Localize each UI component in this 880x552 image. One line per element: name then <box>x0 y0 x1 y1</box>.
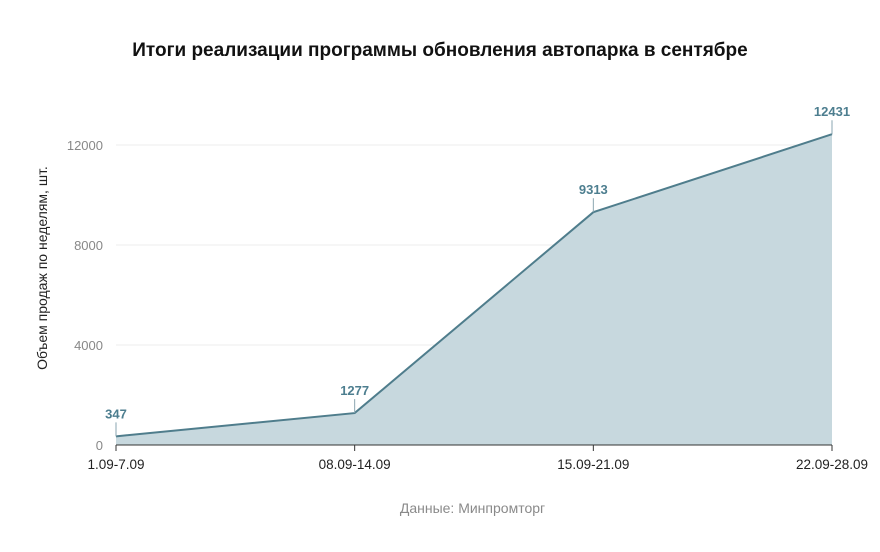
y-tick-label-4000: 4000 <box>74 338 103 353</box>
data-label-1: 1277 <box>340 383 369 398</box>
data-label-3: 12431 <box>814 104 850 119</box>
y-axis-title: Объем продаж по неделям, шт. <box>34 166 50 370</box>
data-label-2: 9313 <box>579 182 608 197</box>
area-series <box>115 133 833 445</box>
data-label-0: 347 <box>105 406 127 421</box>
x-tick-label-3: 22.09-28.09 <box>796 457 868 472</box>
area-fill <box>116 134 832 445</box>
x-tick-label-2: 15.09-21.09 <box>557 457 629 472</box>
source-note: Данные: Минпромторг <box>399 500 546 516</box>
chart-title: Итоги реализации программы обновления ав… <box>132 40 748 61</box>
axes: 0 4000 8000 12000 1.09-7.09 08.09-14.09 15.09-… <box>67 138 868 472</box>
x-tick-label-1: 08.09-14.09 <box>319 457 391 472</box>
x-tick-label-0: 1.09-7.09 <box>87 457 144 472</box>
y-tick-label-0: 0 <box>96 438 103 453</box>
data-labels: 347 1277 9313 12431 <box>105 104 850 437</box>
y-tick-label-8000: 8000 <box>74 238 103 253</box>
series-line <box>115 133 833 438</box>
y-tick-label-12000: 12000 <box>67 138 103 153</box>
